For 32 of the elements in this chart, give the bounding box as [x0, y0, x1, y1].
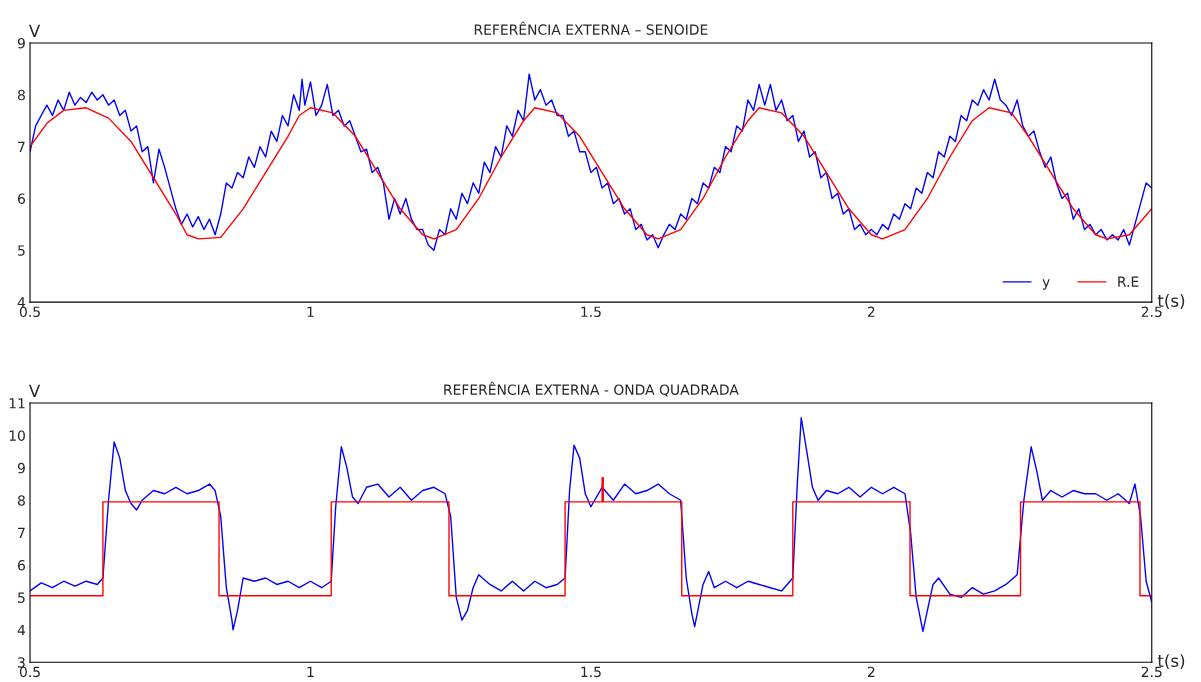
y-tick-label: 4: [17, 297, 26, 308]
x-tick-label: 0.5: [19, 666, 40, 678]
y-tick-label: 3: [18, 657, 25, 668]
y-tick-label: 9: [17, 462, 25, 474]
y-tick-label: 5: [18, 592, 25, 603]
y-tick-label: 7: [18, 527, 25, 538]
line-series: [30, 107, 1152, 240]
y-axis-title: V: [28, 24, 41, 37]
y-tick-label: 8: [17, 495, 25, 506]
y-tick-label: 8: [17, 89, 25, 101]
x-tick-label: 1.5: [581, 666, 601, 678]
x-tick-label: 1.5: [581, 306, 601, 318]
x-tick-label: 2: [867, 666, 875, 677]
y-axis-title: V: [28, 384, 41, 397]
legend-label: y: [1042, 279, 1050, 290]
y-tick-label: 5: [18, 245, 25, 256]
y-tick-label: 7: [18, 141, 25, 152]
x-tick-label: 1: [307, 306, 314, 317]
y-tick-label: 11: [9, 398, 25, 409]
y-tick-label: 6: [17, 560, 25, 571]
x-tick-label: 0.5: [19, 306, 40, 318]
chart-title: REFERÊNCIA EXTERNA – SENOIDE: [474, 21, 708, 35]
chart-title: REFERÊNCIA EXTERNA - ONDA QUADRADA: [444, 381, 739, 397]
line-series: [30, 416, 1152, 633]
legend-label: R.E: [1118, 276, 1139, 287]
y-tick-label: 4: [17, 624, 26, 636]
y-tick-label: 9: [17, 37, 25, 49]
line-series: [30, 73, 1152, 251]
x-tick-label: 1: [307, 666, 314, 677]
y-tick-label: 10: [9, 430, 25, 441]
x-tick-label: 2: [867, 306, 875, 317]
y-tick-label: 6: [17, 193, 25, 204]
